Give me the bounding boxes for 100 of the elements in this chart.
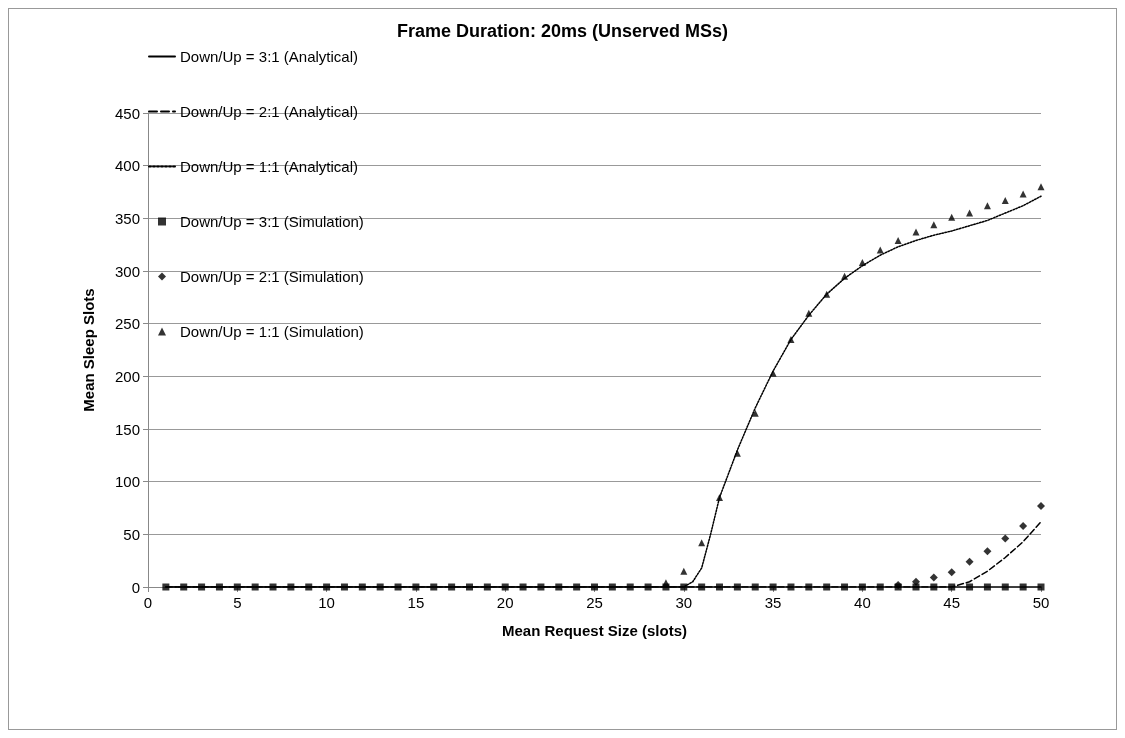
point xyxy=(823,583,831,591)
point xyxy=(215,583,223,591)
x-tick-label: 0 xyxy=(143,594,153,611)
point xyxy=(644,583,652,591)
point xyxy=(483,583,491,591)
x-tick-label: 20 xyxy=(496,594,514,611)
point xyxy=(198,583,206,591)
point xyxy=(465,583,473,591)
y-tick-label: 0 xyxy=(131,578,140,596)
point xyxy=(180,583,188,591)
point xyxy=(1019,190,1027,198)
point xyxy=(376,583,384,591)
y-axis-title: Mean Sleep Slots xyxy=(80,288,97,412)
point xyxy=(966,209,974,217)
y-tick-label: 350 xyxy=(114,209,140,227)
point xyxy=(698,583,706,591)
point xyxy=(787,583,795,591)
point xyxy=(911,577,920,586)
y-tick-label: 400 xyxy=(114,157,140,175)
legend-label: Down/Up = 1:1 (Simulation) xyxy=(180,323,364,340)
point xyxy=(787,335,795,343)
point xyxy=(894,236,902,244)
point xyxy=(662,579,670,587)
point xyxy=(912,228,920,236)
point xyxy=(305,583,313,591)
point xyxy=(858,583,866,591)
x-tick-label: 5 xyxy=(233,594,242,611)
point xyxy=(733,449,741,457)
point xyxy=(537,583,545,591)
x-axis-title: Mean Request Size (slots) xyxy=(501,622,688,639)
x-tick-label: 25 xyxy=(586,594,603,611)
x-tick-label: 15 xyxy=(407,594,425,611)
point xyxy=(573,583,581,591)
point xyxy=(394,583,402,591)
y-tick-label: 300 xyxy=(114,262,140,280)
point xyxy=(555,583,563,591)
point xyxy=(412,583,420,591)
point xyxy=(751,409,759,417)
point xyxy=(680,583,688,591)
point xyxy=(841,583,849,591)
x-tick-label: 40 xyxy=(854,594,871,611)
point xyxy=(233,583,241,591)
point xyxy=(358,583,366,591)
legend-label: Down/Up = 3:1 (Simulation) xyxy=(180,213,364,230)
y-tick-label: 100 xyxy=(114,473,140,491)
point xyxy=(680,567,688,575)
x-tick-label: 45 xyxy=(943,594,961,611)
x-tick-label: 10 xyxy=(318,594,335,611)
point xyxy=(1019,521,1028,530)
x-tick-label: 35 xyxy=(764,594,782,611)
point xyxy=(947,568,956,577)
point xyxy=(983,202,991,210)
point xyxy=(858,259,866,267)
point xyxy=(983,547,992,556)
point xyxy=(912,583,920,591)
y-tick-label: 450 xyxy=(114,104,140,122)
point xyxy=(162,583,170,591)
point xyxy=(269,583,277,591)
point xyxy=(1001,583,1009,591)
point xyxy=(948,583,956,591)
point xyxy=(948,213,956,221)
point xyxy=(626,583,634,591)
chart-title: Frame Duration: 20ms (Unserved MSs) xyxy=(396,21,729,41)
y-tick-label: 200 xyxy=(114,367,140,385)
x-tick-label: 30 xyxy=(675,594,693,611)
point xyxy=(501,583,509,591)
point xyxy=(966,583,974,591)
point xyxy=(805,309,813,317)
y-tick-label: 150 xyxy=(114,420,140,438)
y-tick-label: 50 xyxy=(123,525,140,543)
legend-label: Down/Up = 1:1 (Analytical) xyxy=(180,158,358,175)
point xyxy=(1001,534,1010,543)
point xyxy=(769,583,777,591)
y-tick-label: 250 xyxy=(114,315,140,333)
point xyxy=(805,583,813,591)
point xyxy=(1019,583,1027,591)
point xyxy=(1037,501,1045,510)
point xyxy=(430,583,438,591)
legend-label: Down/Up = 2:1 (Simulation) xyxy=(180,268,364,285)
point xyxy=(930,221,938,229)
point xyxy=(716,583,724,591)
point xyxy=(608,583,616,591)
point xyxy=(287,583,295,591)
point xyxy=(983,583,991,591)
point xyxy=(519,583,527,591)
point xyxy=(448,583,456,591)
point xyxy=(823,290,831,298)
point xyxy=(930,583,938,591)
point xyxy=(1037,183,1045,191)
point xyxy=(323,583,331,591)
point xyxy=(876,583,884,591)
point xyxy=(929,573,938,582)
legend-label: Down/Up = 2:1 (Analytical) xyxy=(180,103,358,120)
point xyxy=(716,493,724,501)
point xyxy=(965,557,974,566)
point xyxy=(1001,196,1009,204)
point xyxy=(769,369,777,377)
point xyxy=(733,583,741,591)
point xyxy=(251,583,259,591)
x-tick-label: 50 xyxy=(1032,594,1050,611)
